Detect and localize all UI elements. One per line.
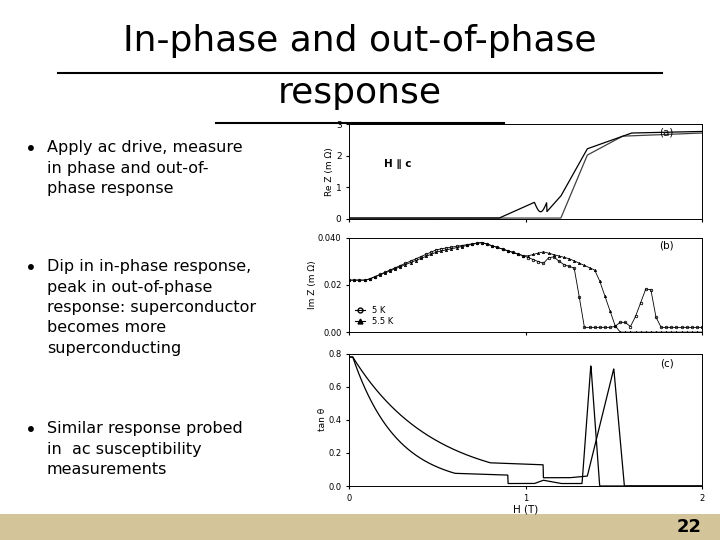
Text: Similar response probed
in  ac susceptibility
measurements: Similar response probed in ac susceptibi…: [47, 421, 243, 477]
Text: In-phase and out-of-phase: In-phase and out-of-phase: [123, 24, 597, 58]
Bar: [0, 514, 720, 540]
Text: •: •: [25, 421, 37, 440]
Text: (b): (b): [659, 241, 674, 251]
Text: H ∥ c: H ∥ c: [384, 159, 412, 168]
Text: Dip in in-phase response,
peak in out-of-phase
response: superconductor
becomes : Dip in in-phase response, peak in out-of…: [47, 259, 256, 356]
Text: 22: 22: [677, 518, 702, 536]
Y-axis label: Re Z (m Ω): Re Z (m Ω): [325, 147, 334, 196]
Text: (a): (a): [660, 127, 674, 138]
Text: (c): (c): [660, 359, 674, 369]
Legend: 5 K, 5.5 K: 5 K, 5.5 K: [354, 304, 395, 328]
Y-axis label: Im Z (m Ω): Im Z (m Ω): [307, 260, 317, 309]
Text: •: •: [25, 259, 37, 278]
X-axis label: H (T): H (T): [513, 504, 539, 514]
Text: Apply ac drive, measure
in phase and out-of-
phase response: Apply ac drive, measure in phase and out…: [47, 140, 243, 196]
Text: response: response: [278, 76, 442, 110]
Text: •: •: [25, 140, 37, 159]
Y-axis label: tan θ: tan θ: [318, 408, 327, 431]
